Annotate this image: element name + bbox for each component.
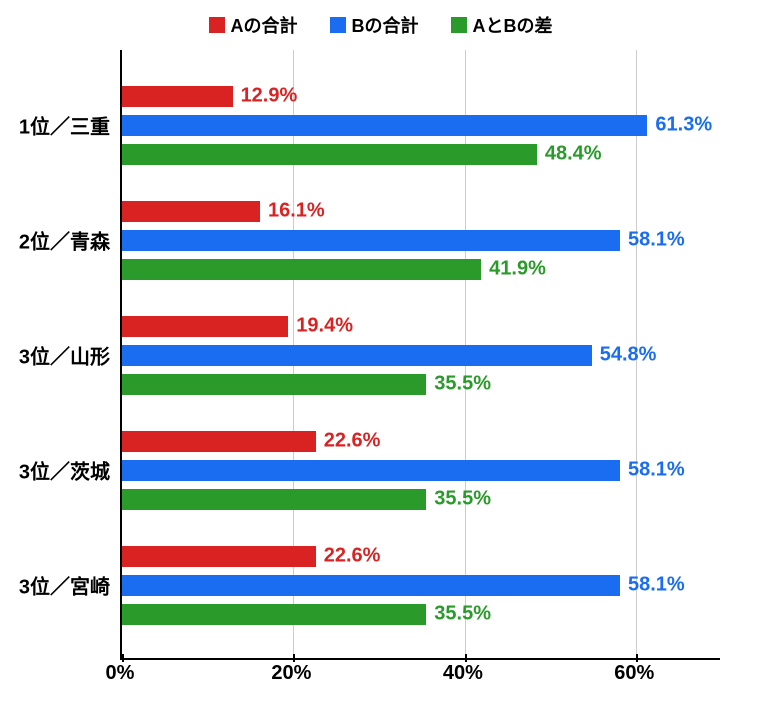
x-tick-label: 40% [443,662,483,685]
bar-value-label: 35.5% [434,603,491,626]
chart-container: Aの合計 Bの合計 AとBの差 12.9% 61.3% 48.4% 16.1% 58.1% 4… [0,0,761,707]
bar-value-label: 41.9% [489,258,546,281]
bar-value-label: 54.8% [600,344,657,367]
bar-value-label: 19.4% [296,315,353,338]
legend-swatch [330,17,346,33]
bar [122,431,316,452]
y-category-label: 3位／宮崎 [19,571,110,600]
y-category-label: 3位／山形 [19,341,110,370]
legend-label: Aの合計 [231,12,298,38]
bar-value-label: 22.6% [324,430,381,453]
x-tick [465,654,467,662]
legend-swatch [451,17,467,33]
x-tick [293,654,295,662]
legend-item: Bの合計 [330,12,419,38]
x-tick [636,654,638,662]
legend: Aの合計 Bの合計 AとBの差 [0,12,761,38]
bar [122,374,426,395]
bar [122,86,233,107]
bar-value-label: 22.6% [324,545,381,568]
bar-value-label: 58.1% [628,229,685,252]
y-category-label: 1位／三重 [19,111,110,140]
legend-item: AとBの差 [451,12,553,38]
bar [122,345,592,366]
x-tick-label: 20% [271,662,311,685]
x-tick [122,654,124,662]
legend-label: Bの合計 [352,12,419,38]
bar [122,316,288,337]
bar [122,201,260,222]
x-axis-labels: 0%20%40%60% [120,662,720,692]
y-category-label: 3位／茨城 [19,456,110,485]
bar [122,230,620,251]
bar [122,546,316,567]
bar-value-label: 58.1% [628,459,685,482]
bar-value-label: 48.4% [545,143,602,166]
y-axis-labels: 1位／三重 2位／青森 3位／山形 3位／茨城 3位／宮崎 [0,50,110,660]
x-tick-label: 60% [614,662,654,685]
x-tick-label: 0% [106,662,135,685]
bar-value-label: 12.9% [241,85,298,108]
legend-label: AとBの差 [473,12,553,38]
bar [122,115,647,136]
legend-item: Aの合計 [209,12,298,38]
bar-value-label: 61.3% [655,114,712,137]
plot-area: 12.9% 61.3% 48.4% 16.1% 58.1% 41.9% 19.4% 54.8%… [120,50,720,660]
bar-value-label: 16.1% [268,200,325,223]
bar-value-label: 58.1% [628,574,685,597]
bar [122,489,426,510]
bar [122,604,426,625]
bar [122,575,620,596]
bar [122,460,620,481]
bar-value-label: 35.5% [434,373,491,396]
legend-swatch [209,17,225,33]
bar [122,259,481,280]
y-category-label: 2位／青森 [19,226,110,255]
bar [122,144,537,165]
bar-value-label: 35.5% [434,488,491,511]
